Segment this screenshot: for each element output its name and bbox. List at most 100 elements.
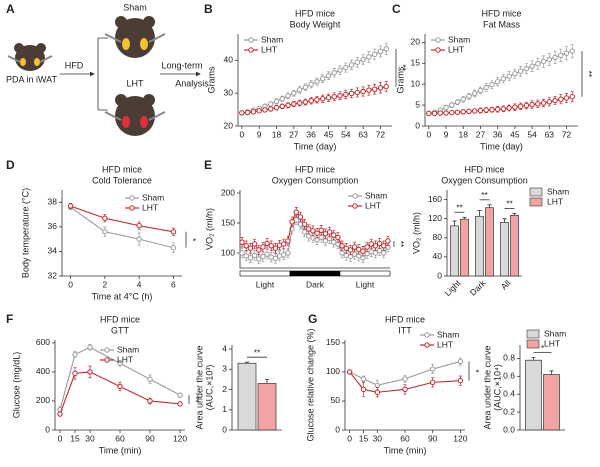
point — [256, 256, 262, 262]
significance-label: ** — [481, 190, 488, 200]
point — [247, 255, 254, 261]
point — [314, 78, 320, 85]
point — [285, 102, 291, 109]
branch — [97, 37, 108, 111]
point — [343, 64, 349, 71]
legend-label: Sham — [547, 186, 569, 196]
y-axis-label: Body temperature (°C) — [20, 188, 30, 278]
point — [279, 103, 285, 109]
point — [558, 52, 564, 59]
y-tick-label: 150 — [221, 217, 235, 227]
point — [374, 389, 381, 395]
point — [569, 48, 575, 54]
point — [426, 110, 432, 117]
point — [377, 48, 384, 55]
phase-bar — [289, 270, 341, 277]
legend-marker — [248, 47, 254, 53]
legend-label: LHT — [544, 338, 560, 348]
y-tick-label: 40 — [433, 251, 443, 261]
y-tick-label: 20 — [224, 120, 234, 130]
y-tick-label: 200 — [221, 187, 235, 197]
point — [320, 96, 326, 102]
point — [297, 214, 304, 220]
point — [318, 234, 324, 241]
legend-label: LHT — [448, 44, 464, 54]
y-tick-label: 50 — [331, 395, 341, 405]
legend-swatch — [526, 329, 540, 339]
point — [385, 238, 391, 244]
point — [402, 376, 408, 382]
point — [268, 106, 274, 112]
y-tick-label: 150 — [326, 337, 340, 347]
chart-subtitle: Oxygen Consumption — [272, 175, 359, 185]
axes — [61, 190, 182, 277]
bar — [543, 374, 560, 431]
error-bar — [452, 220, 457, 226]
x-tick-label: 63 — [545, 129, 555, 139]
error-bar — [477, 210, 482, 217]
x-axis-label: Time (min) — [384, 445, 427, 455]
point — [310, 228, 316, 234]
significance-label: ** — [584, 71, 594, 78]
point — [272, 245, 279, 251]
point — [354, 59, 361, 65]
significance-label: ** — [396, 241, 406, 248]
point — [170, 245, 177, 251]
significance-label: ** — [506, 199, 513, 209]
point — [308, 81, 314, 87]
series-line — [70, 206, 174, 249]
point — [322, 238, 329, 244]
panel-letter: G — [308, 312, 317, 326]
x-tick-label: 0 — [426, 129, 431, 139]
point — [325, 73, 332, 79]
point — [331, 232, 337, 238]
point — [239, 239, 245, 245]
point — [489, 81, 495, 88]
point — [102, 215, 108, 221]
point — [529, 63, 535, 69]
point — [402, 386, 408, 393]
point — [371, 86, 378, 92]
x-axis-label: Time (min) — [99, 445, 142, 455]
point — [318, 227, 324, 233]
bar — [460, 218, 469, 277]
point — [494, 78, 501, 85]
chart-subtitle: Cold Tolerance — [92, 175, 152, 185]
x-tick-label: 63 — [358, 129, 368, 139]
y-axis-label: Glucose relative change (%) — [305, 328, 315, 441]
significance-label: ** — [254, 347, 261, 357]
x-tick-label: 15 — [70, 433, 80, 443]
x-tick-label: 60 — [400, 433, 410, 443]
bar — [525, 359, 542, 431]
legend-marker — [248, 37, 254, 43]
point — [540, 100, 547, 106]
error-bar — [245, 361, 249, 364]
y-axis-label: Grams — [395, 66, 405, 94]
point — [360, 88, 366, 95]
legend-swatch — [529, 197, 543, 207]
point — [244, 109, 251, 116]
y-tick-label: 1 — [222, 404, 227, 414]
chart-subtitle: Fat Mass — [483, 19, 521, 29]
y-tick-label: 4 — [222, 343, 227, 353]
y-axis-label: Grams — [206, 66, 216, 94]
legend-label: Sham — [142, 192, 164, 202]
point — [102, 229, 108, 235]
chart-subtitle: Oxygen Consumption — [441, 175, 528, 185]
legend-label: LHT — [142, 202, 158, 212]
x-tick-label: 18 — [459, 129, 469, 139]
legend-label: LHT — [437, 339, 453, 349]
step-label: Long-term — [161, 60, 202, 70]
legend-swatch — [529, 187, 543, 197]
y-tick-label: 0 — [335, 424, 340, 434]
legend-label: LHT — [547, 196, 563, 206]
phase-label: Light — [256, 279, 275, 289]
error-bar — [487, 204, 492, 208]
chart-subtitle: Body Weight — [290, 19, 341, 29]
point — [540, 58, 547, 65]
point — [285, 93, 291, 99]
point — [325, 95, 332, 101]
point — [364, 244, 370, 250]
panel-letter: F — [6, 312, 13, 326]
x-tick-label: 36 — [306, 129, 316, 139]
